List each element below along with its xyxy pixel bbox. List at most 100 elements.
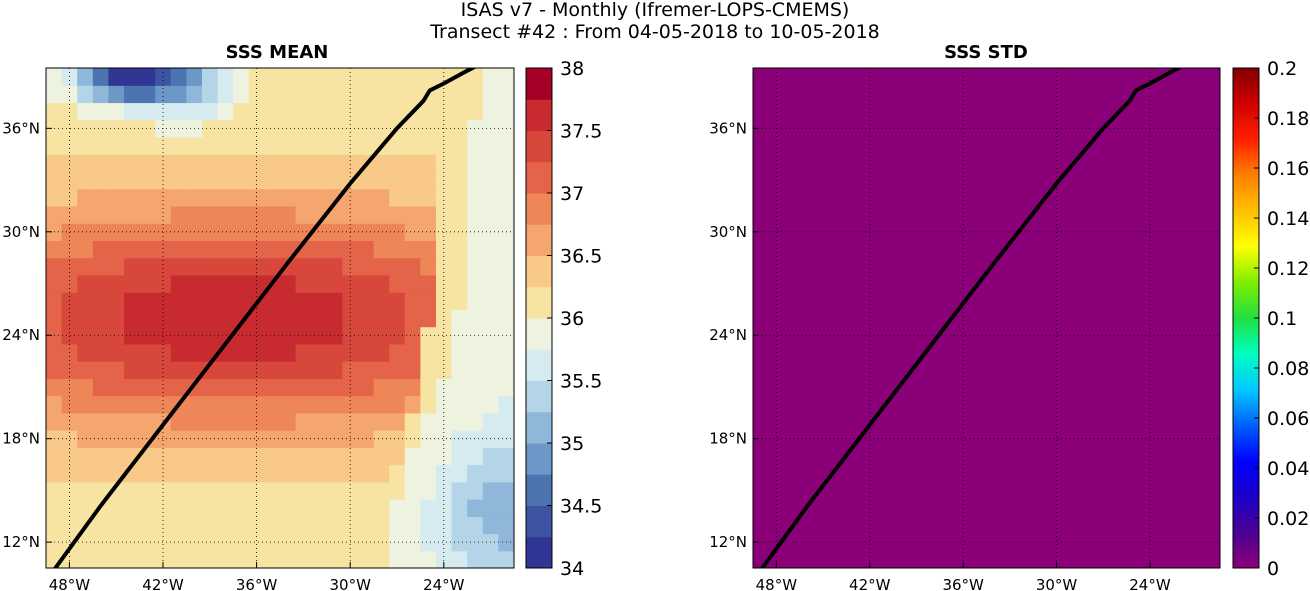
sss-mean-cell <box>92 154 109 173</box>
colorbar-level <box>526 505 552 538</box>
sss-mean-cell <box>295 464 312 483</box>
colorbar-level <box>526 443 552 475</box>
sss-mean-cell <box>482 188 499 207</box>
sss-mean-cell <box>248 205 265 224</box>
sss-mean-cell <box>373 309 390 328</box>
sss-mean-cell <box>420 516 437 535</box>
sss-mean-cell <box>217 205 234 224</box>
sss-std-x-ticks: 48°W 42°W 36°W 30°W 24°W <box>756 562 1171 591</box>
sss-mean-cell <box>451 309 468 328</box>
sss-mean-cell <box>404 533 421 552</box>
sss-mean-colorbar <box>526 68 552 569</box>
sss-mean-cell <box>46 68 63 86</box>
sss-mean-cell <box>467 223 484 242</box>
sss-mean-cell <box>124 240 141 259</box>
sss-mean-cell <box>311 464 328 483</box>
sss-mean-cell <box>186 447 203 466</box>
sss-mean-cell <box>498 68 514 86</box>
sss-mean-cell <box>342 154 359 173</box>
sss-mean-cell <box>124 154 141 173</box>
sss-mean-cell <box>77 102 94 121</box>
sss-mean-cell <box>217 257 234 276</box>
sss-mean-cell <box>404 481 421 500</box>
sss-mean-cell <box>311 378 328 397</box>
sss-mean-cell <box>389 240 406 259</box>
sss-mean-cell <box>92 412 109 431</box>
colorbar-tick-label: 0.18 <box>1267 108 1309 130</box>
sss-mean-cell <box>404 274 421 293</box>
sss-mean-cell <box>155 292 172 310</box>
sss-mean-cell <box>342 85 359 104</box>
sss-mean-cell <box>264 119 281 138</box>
sss-mean-cell <box>248 154 265 173</box>
sss-mean-cell <box>436 464 453 483</box>
sss-mean-cell <box>358 481 375 500</box>
sss-mean-cell <box>436 274 453 293</box>
sss-mean-cell <box>46 343 63 362</box>
sss-mean-cell <box>186 464 203 483</box>
sss-mean-cell <box>358 205 375 224</box>
sss-mean-cell <box>326 499 343 517</box>
sss-mean-cell <box>467 257 484 276</box>
colorbar-level <box>526 193 552 225</box>
sss-mean-cell <box>170 171 187 190</box>
sss-mean-cell <box>92 447 109 466</box>
sss-mean-cell <box>498 395 514 414</box>
sss-mean-colorbar-ticks: 34 34.5 35 35.5 36 36.5 37 37.5 38 <box>547 58 602 580</box>
sss-mean-cell <box>92 274 109 293</box>
sss-mean-cell <box>108 326 125 345</box>
sss-mean-cell <box>295 378 312 397</box>
sss-mean-cell <box>326 85 343 104</box>
sss-mean-cell <box>92 464 109 483</box>
sss-mean-cell <box>467 154 484 173</box>
sss-mean-cell <box>108 205 125 224</box>
sss-mean-cell <box>264 550 281 568</box>
sss-mean-cell <box>311 550 328 568</box>
x-tick-label: 36°W <box>236 576 278 591</box>
sss-mean-cell <box>124 533 141 552</box>
sss-mean-cell <box>170 481 187 500</box>
sss-mean-cell <box>170 516 187 535</box>
sss-mean-cell <box>280 326 297 345</box>
sss-mean-cell <box>420 361 437 379</box>
sss-mean-cell <box>404 257 421 276</box>
sss-mean-cell <box>248 326 265 345</box>
colorbar-level <box>526 255 552 288</box>
sss-mean-cell <box>170 464 187 483</box>
sss-mean-cell <box>420 274 437 293</box>
sss-mean-cell <box>139 102 156 121</box>
sss-mean-cell <box>404 516 421 535</box>
x-tick-label: 36°W <box>942 576 984 591</box>
sss-mean-cell <box>92 378 109 397</box>
sss-mean-cell <box>482 171 499 190</box>
sss-mean-cell <box>92 361 109 379</box>
sss-mean-cell <box>77 257 94 276</box>
sss-mean-cell <box>358 447 375 466</box>
sss-mean-cell <box>139 292 156 310</box>
sss-mean-cell <box>108 102 125 121</box>
sss-mean-cell <box>186 550 203 568</box>
sss-mean-cell <box>217 464 234 483</box>
sss-mean-cell <box>92 119 109 138</box>
colorbar-level <box>526 349 552 381</box>
sss-mean-cell <box>451 188 468 207</box>
sss-mean-cell <box>326 516 343 535</box>
sss-mean-cell <box>248 102 265 121</box>
sss-mean-cell <box>248 85 265 104</box>
sss-mean-cell <box>342 378 359 397</box>
sss-mean-cell <box>61 205 78 224</box>
y-tick-label: 30°N <box>709 223 747 241</box>
sss-mean-cell <box>170 257 187 276</box>
sss-mean-cell <box>139 412 156 431</box>
sss-mean-cell <box>498 154 514 173</box>
sss-mean-cell <box>420 533 437 552</box>
sss-mean-cell <box>342 499 359 517</box>
sss-mean-cell <box>342 550 359 568</box>
sss-mean-cell <box>61 154 78 173</box>
sss-mean-cell <box>233 188 250 207</box>
sss-mean-cell <box>436 550 453 568</box>
sss-mean-cell <box>264 240 281 259</box>
sss-mean-cell <box>467 119 484 138</box>
sss-mean-cell <box>358 257 375 276</box>
sss-std-field <box>753 68 1220 568</box>
